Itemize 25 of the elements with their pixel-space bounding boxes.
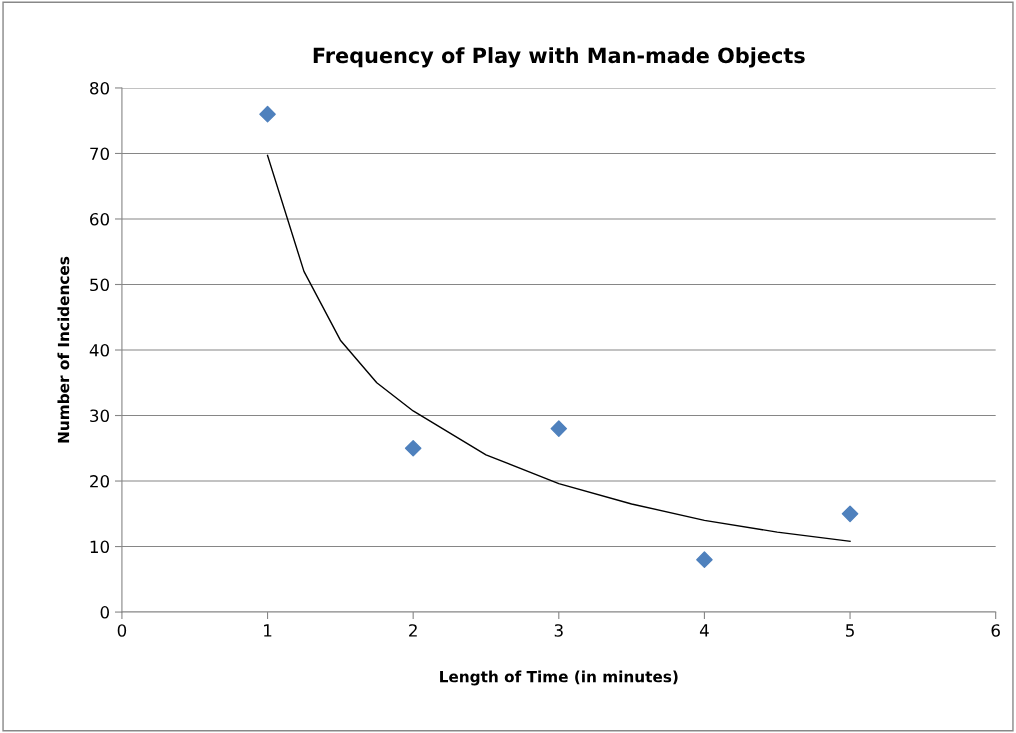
y-tick-label: 20 bbox=[90, 474, 110, 488]
x-axis-title: Length of Time (in minutes) bbox=[440, 670, 678, 686]
y-tick-label: 80 bbox=[90, 81, 110, 95]
point bbox=[696, 551, 713, 568]
x-tick-label: 4 bbox=[699, 624, 709, 637]
x-tick-label: 6 bbox=[991, 624, 1000, 637]
chart-title: Frequency of Play with Man-made Objects bbox=[313, 47, 805, 68]
y-tick-label: 40 bbox=[89, 343, 110, 357]
y-tick-label: 10 bbox=[90, 540, 110, 554]
x-tick-label: 2 bbox=[409, 624, 417, 637]
x-tick-label: 0 bbox=[117, 624, 127, 637]
y-tick-label: 50 bbox=[90, 278, 110, 292]
y-tick-label: 0 bbox=[100, 606, 110, 619]
x-tick-label: 5 bbox=[846, 624, 854, 637]
y-tick-label: 70 bbox=[90, 147, 110, 161]
x-tick-label: 3 bbox=[554, 624, 563, 637]
y-tick-label: 60 bbox=[90, 212, 110, 226]
point bbox=[404, 439, 422, 457]
point bbox=[841, 505, 859, 523]
point bbox=[550, 420, 568, 437]
y-tick-label: 30 bbox=[90, 409, 110, 423]
y-axis-title: Number of Incidences bbox=[57, 256, 70, 443]
point bbox=[259, 105, 276, 123]
x-tick-label: 1 bbox=[264, 624, 272, 637]
line-series bbox=[266, 154, 851, 542]
